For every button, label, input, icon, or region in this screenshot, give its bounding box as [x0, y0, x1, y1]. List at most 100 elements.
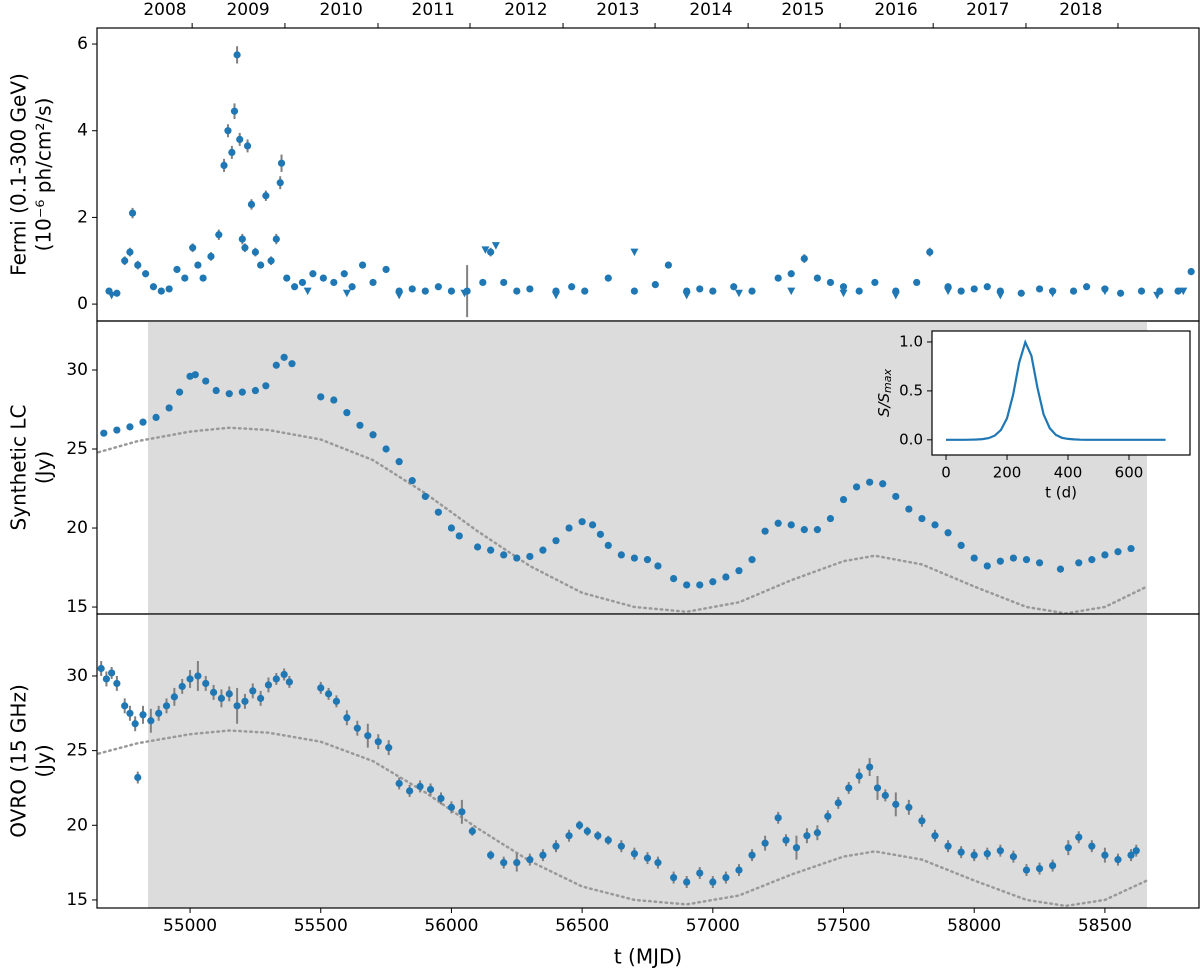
data-point [447, 524, 456, 532]
data-point [251, 386, 259, 395]
upper-limit [1179, 287, 1188, 296]
data-point [272, 361, 280, 369]
y-tick-label: 2 [77, 207, 88, 227]
data-point [247, 200, 256, 209]
upper-limit [491, 242, 500, 250]
data-point [1009, 554, 1018, 562]
data-point [748, 851, 756, 859]
data-point [251, 248, 259, 256]
data-point [813, 829, 821, 837]
x-tick-label: 58000 [947, 916, 1001, 936]
data-point [664, 261, 672, 269]
data-point [434, 508, 442, 516]
data-point [178, 682, 186, 691]
data-point [1174, 287, 1182, 295]
upper-limit [839, 289, 848, 298]
upper-limit [1153, 291, 1162, 300]
data-point [654, 562, 662, 570]
data-point [238, 388, 246, 396]
data-point [264, 681, 273, 689]
data-point [855, 772, 863, 780]
x-tick-label: 600 [1115, 464, 1144, 482]
y-tick-label: 4 [77, 121, 88, 141]
data-point [696, 581, 704, 589]
data-point [97, 664, 105, 673]
data-point [126, 709, 134, 717]
data-point [1035, 559, 1044, 567]
data-point [267, 257, 275, 265]
line-curve [946, 339, 1166, 441]
data-point [277, 159, 286, 167]
data-point [594, 832, 602, 840]
y-tick-label: 0.0 [899, 430, 923, 448]
data-point [257, 694, 265, 702]
data-point [309, 270, 317, 278]
data-point [382, 445, 390, 453]
x-axis-label: t (d) [1045, 484, 1077, 502]
axes-frame [931, 330, 1191, 456]
data-point [709, 878, 717, 886]
data-point [581, 287, 589, 295]
data-point [102, 675, 111, 683]
data-point [944, 842, 952, 850]
data-point [996, 847, 1004, 855]
top-year-label: 2017 [966, 0, 1009, 20]
data-point [1132, 847, 1140, 855]
baseline-curve [97, 426, 1149, 615]
data-point [792, 844, 801, 852]
data-point [866, 763, 874, 771]
data-point [220, 161, 228, 169]
data-point [813, 526, 821, 534]
data-point [343, 409, 351, 417]
top-year-label: 2015 [781, 0, 824, 20]
data-point [1101, 551, 1109, 559]
data-point [761, 527, 769, 535]
data-point [207, 252, 215, 261]
data-point [643, 556, 652, 564]
top-year-label: 2013 [596, 0, 639, 20]
data-point [1049, 861, 1057, 870]
data-point [957, 287, 965, 295]
data-point [317, 684, 325, 692]
data-point [813, 274, 821, 282]
data-point [113, 426, 121, 434]
upper-limit [551, 291, 560, 300]
upper-limit [891, 291, 900, 300]
axes-frame [96, 613, 1200, 909]
data-point [735, 866, 743, 874]
data-point [126, 423, 134, 431]
data-point [162, 702, 171, 710]
data-point [774, 274, 782, 282]
data-point [1088, 556, 1096, 564]
data-point [670, 873, 678, 882]
data-point [330, 396, 338, 404]
data-point [513, 859, 521, 867]
y-axis-label-main: S/S [875, 392, 893, 417]
data-point [128, 209, 137, 217]
data-point [1017, 289, 1025, 297]
data-point [173, 265, 181, 274]
data-point [630, 554, 639, 562]
data-point [249, 687, 257, 695]
data-point [280, 670, 288, 679]
data-point [604, 541, 612, 550]
data-point [330, 278, 338, 287]
data-point [905, 803, 913, 811]
data-point [782, 836, 790, 844]
baseline-curve [97, 729, 1149, 908]
top-year-label: 2018 [1059, 0, 1102, 20]
x-tick-label: 56500 [555, 916, 609, 936]
x-tick-label: 55000 [163, 916, 217, 936]
data-point [395, 779, 403, 788]
data-point [416, 782, 424, 791]
data-point [434, 283, 442, 291]
data-point [121, 257, 129, 265]
data-point [845, 784, 853, 792]
data-point [730, 283, 738, 291]
upper-limit [107, 291, 116, 300]
upper-limit [682, 291, 691, 300]
data-point [996, 557, 1004, 565]
data-point [552, 537, 560, 545]
data-point [100, 429, 108, 437]
data-point [709, 287, 717, 295]
